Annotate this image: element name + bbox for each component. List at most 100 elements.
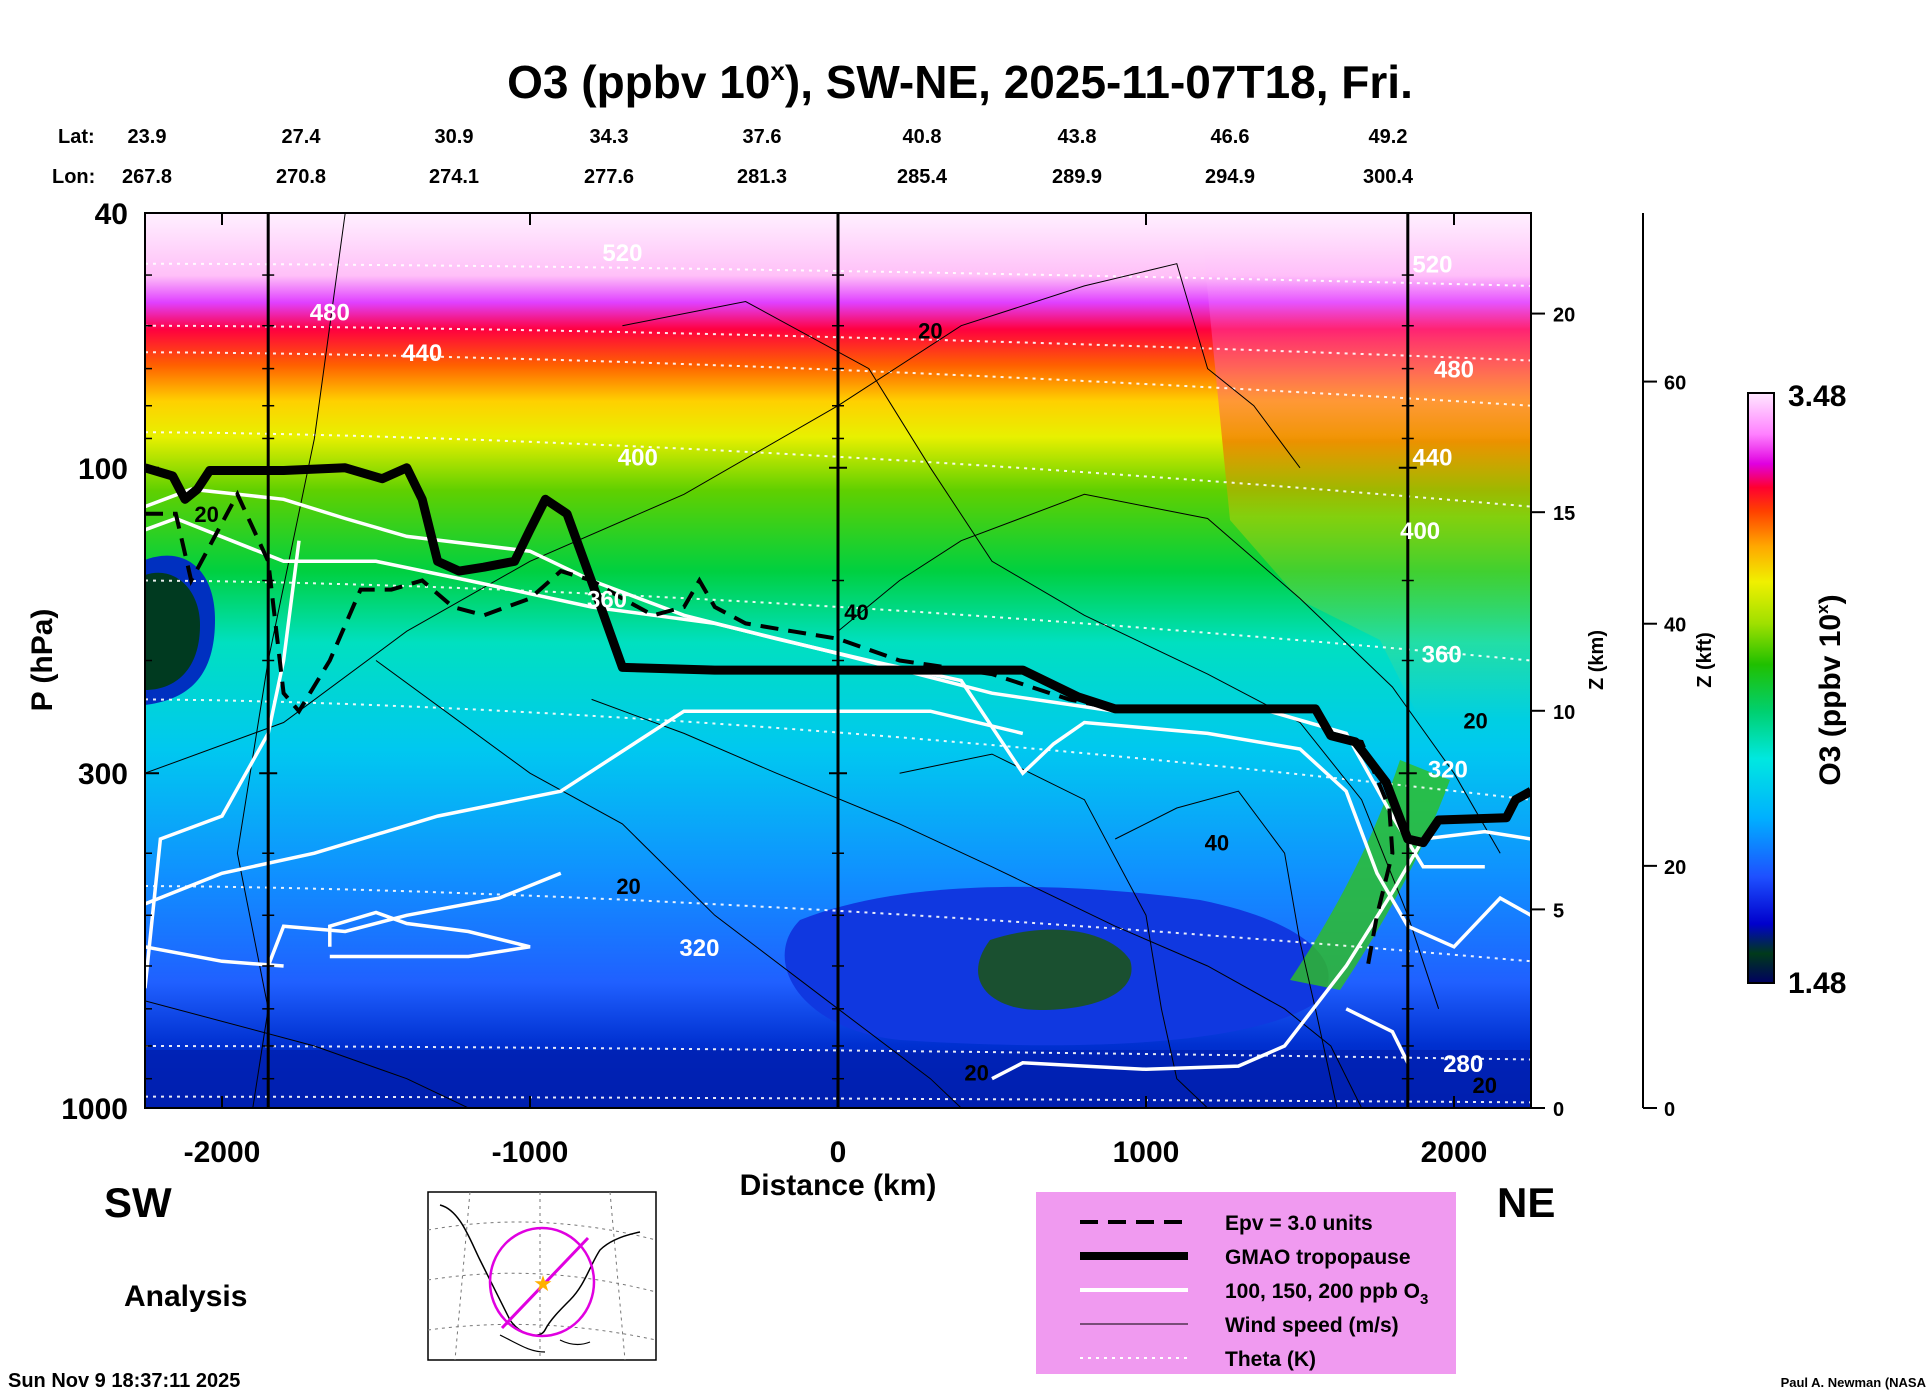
lon-value: 274.1 bbox=[429, 166, 479, 188]
tropopause-line bbox=[145, 463, 1531, 848]
theta-label: 480 bbox=[1434, 357, 1474, 384]
z-km-tick-label: 10 bbox=[1553, 702, 1575, 724]
wind-label: 40 bbox=[1205, 831, 1229, 856]
theta-label: 360 bbox=[1422, 641, 1462, 668]
wind-contour bbox=[899, 753, 1208, 1108]
lon-value: 289.9 bbox=[1052, 166, 1102, 188]
z-km-tick-label: 0 bbox=[1553, 1099, 1564, 1121]
y-tick-label: 1000 bbox=[61, 1093, 128, 1126]
ozone-ppb-contour bbox=[145, 945, 284, 968]
wind-label: 20 bbox=[918, 318, 942, 343]
inset-map: ★ bbox=[427, 1191, 657, 1361]
z-kft-tick-label: 20 bbox=[1664, 857, 1686, 879]
y-axis: 40 100 300 1000 bbox=[61, 198, 159, 1126]
vertical-marker-lines bbox=[259, 213, 1417, 1108]
wind-labels: 20 20 40 20 40 20 20 20 bbox=[194, 318, 1497, 1097]
lat-value: 49.2 bbox=[1369, 126, 1408, 148]
y-tick-label: 300 bbox=[78, 758, 128, 791]
lon-value: 285.4 bbox=[897, 166, 948, 188]
z-kft-tick-label: 0 bbox=[1664, 1099, 1675, 1121]
lon-value: 281.3 bbox=[737, 166, 787, 188]
theta-label: 280 bbox=[1443, 1051, 1483, 1078]
x-tick-label: 2000 bbox=[1421, 1136, 1488, 1169]
x-tick-label: -2000 bbox=[184, 1136, 261, 1169]
wind-label: 20 bbox=[616, 874, 640, 899]
colorbar-max: 3.48 bbox=[1788, 380, 1846, 413]
lat-label: Lat: bbox=[58, 126, 95, 148]
wind-contour bbox=[145, 1000, 469, 1108]
z-km-tick-label: 20 bbox=[1553, 305, 1575, 327]
ozone-ppb-contour bbox=[145, 709, 1024, 906]
z-km-tick-label: 15 bbox=[1553, 503, 1575, 525]
lat-lon-header: Lat: Lon: 23.9 27.4 30.9 34.3 37.6 40.8 43.8 46… bbox=[52, 126, 1414, 188]
chart-title: O3 (ppbv 10x), SW-NE, 2025-11-07T18, Fri… bbox=[507, 56, 1413, 108]
z-kft-axis: 0 20 40 60 bbox=[1642, 213, 1686, 1121]
y-axis-label: P (hPa) bbox=[26, 609, 59, 712]
theta-label: 520 bbox=[602, 240, 642, 267]
wind-label: 40 bbox=[844, 600, 868, 625]
wind-contour bbox=[375, 660, 962, 1108]
theta-label: 480 bbox=[310, 299, 350, 326]
legend-label: GMAO tropopause bbox=[1225, 1246, 1411, 1269]
theta-label: 320 bbox=[1428, 757, 1468, 784]
colorbar-min: 1.48 bbox=[1788, 967, 1846, 1000]
theta-label: 400 bbox=[618, 444, 658, 471]
wind-contour bbox=[591, 698, 1363, 1108]
star-icon: ★ bbox=[533, 1271, 553, 1296]
ozone-ppb-contour bbox=[328, 910, 531, 959]
ozone-ppb-contour bbox=[991, 829, 1531, 1081]
x-axis: -2000 -1000 0 1000 2000 bbox=[184, 213, 1488, 1169]
x-tick-label: 0 bbox=[830, 1136, 847, 1169]
legend-box bbox=[1036, 1192, 1456, 1374]
x-axis-label: Distance (km) bbox=[740, 1169, 937, 1202]
y-tick-label: 100 bbox=[78, 453, 128, 486]
wind-contour bbox=[145, 263, 1301, 774]
sw-label: SW bbox=[104, 1179, 172, 1226]
ozone-ppb-contour bbox=[266, 871, 562, 967]
lat-value: 27.4 bbox=[282, 126, 322, 148]
theta-label: 320 bbox=[679, 935, 719, 962]
ne-label: NE bbox=[1497, 1179, 1555, 1226]
lon-value: 267.8 bbox=[122, 166, 172, 188]
lat-value: 30.9 bbox=[435, 126, 474, 148]
wind-contour bbox=[236, 213, 346, 1108]
wind-contour bbox=[837, 493, 1501, 854]
colorbar: 3.48 1.48 O3 (ppbv 10x) bbox=[1747, 380, 1847, 1000]
x-tick-label: -1000 bbox=[492, 1136, 569, 1169]
credit: Paul A. Newman (NASA bbox=[1781, 1375, 1926, 1390]
lat-value: 23.9 bbox=[128, 126, 167, 148]
lat-value: 43.8 bbox=[1058, 126, 1097, 148]
wind-contour bbox=[622, 300, 1440, 1009]
z-km-axis: 0 5 10 15 20 bbox=[1530, 213, 1575, 1121]
lon-value: 270.8 bbox=[276, 166, 326, 188]
y-tick-label: 40 bbox=[95, 198, 128, 231]
x-tick-label: 1000 bbox=[1113, 1136, 1180, 1169]
legend-label: Wind speed (m/s) bbox=[1225, 1314, 1399, 1337]
colorbar-gradient bbox=[1747, 392, 1775, 984]
ozone-ppb-contour bbox=[145, 540, 301, 989]
timestamp: Sun Nov 9 18:37:11 2025 bbox=[8, 1370, 240, 1392]
lat-value: 34.3 bbox=[590, 126, 629, 148]
theta-label: 520 bbox=[1412, 252, 1452, 279]
lon-label: Lon: bbox=[52, 166, 95, 188]
lat-value: 37.6 bbox=[743, 126, 782, 148]
z-kft-tick-label: 60 bbox=[1664, 373, 1686, 395]
lat-value: 46.6 bbox=[1211, 126, 1250, 148]
legend-label: Theta (K) bbox=[1225, 1348, 1316, 1371]
theta-labels: 520 480 440 400 360 320 520 480 440 400 360 320 280 bbox=[310, 240, 1483, 1078]
wind-label: 20 bbox=[964, 1060, 988, 1085]
legend-label: Epv = 3.0 units bbox=[1225, 1212, 1373, 1235]
theta-label: 400 bbox=[1400, 518, 1440, 545]
lon-value: 277.6 bbox=[584, 166, 634, 188]
z-km-tick-label: 5 bbox=[1553, 900, 1564, 922]
z-kft-label: Z (kft) bbox=[1694, 632, 1716, 688]
theta-label: 440 bbox=[402, 340, 442, 367]
lon-value: 300.4 bbox=[1363, 166, 1414, 188]
theta-label: 360 bbox=[587, 586, 627, 613]
analysis-label: Analysis bbox=[124, 1280, 247, 1313]
wind-label: 20 bbox=[1473, 1073, 1497, 1098]
lon-value: 294.9 bbox=[1205, 166, 1255, 188]
lat-value: 40.8 bbox=[903, 126, 942, 148]
